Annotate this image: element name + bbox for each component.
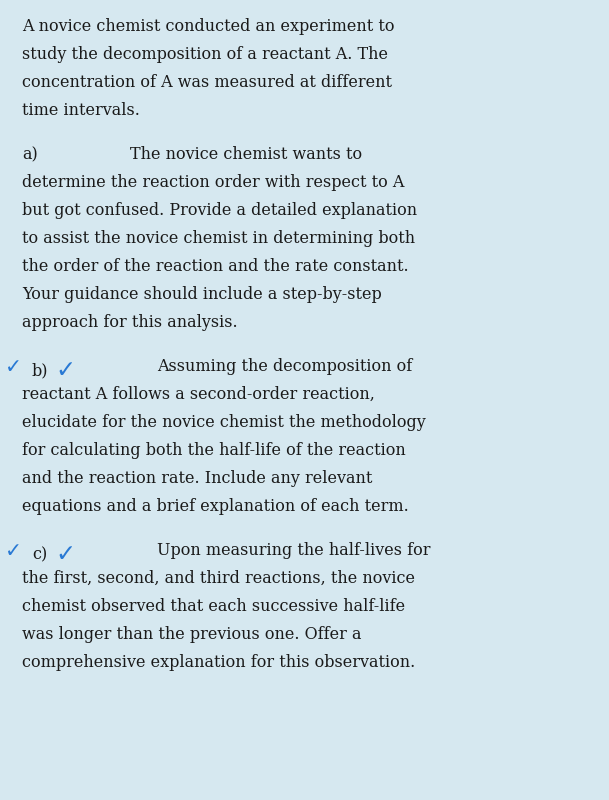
Text: The novice chemist wants to: The novice chemist wants to: [130, 146, 362, 163]
Text: c): c): [32, 546, 48, 563]
Text: reactant A follows a second-order reaction,: reactant A follows a second-order reacti…: [22, 386, 375, 403]
Text: equations and a brief explanation of each term.: equations and a brief explanation of eac…: [22, 498, 409, 515]
Text: time intervals.: time intervals.: [22, 102, 140, 119]
Text: comprehensive explanation for this observation.: comprehensive explanation for this obser…: [22, 654, 415, 671]
Text: study the decomposition of a reactant A. The: study the decomposition of a reactant A.…: [22, 46, 388, 63]
Text: A novice chemist conducted an experiment to: A novice chemist conducted an experiment…: [22, 18, 395, 35]
Text: and the reaction rate. Include any relevant: and the reaction rate. Include any relev…: [22, 470, 372, 487]
Text: ✓: ✓: [5, 358, 22, 377]
Text: to assist the novice chemist in determining both: to assist the novice chemist in determin…: [22, 230, 415, 247]
Text: concentration of A was measured at different: concentration of A was measured at diffe…: [22, 74, 392, 91]
Text: ✓: ✓: [55, 542, 75, 566]
Text: elucidate for the novice chemist the methodology: elucidate for the novice chemist the met…: [22, 414, 426, 431]
Text: for calculating both the half-life of the reaction: for calculating both the half-life of th…: [22, 442, 406, 459]
Text: but got confused. Provide a detailed explanation: but got confused. Provide a detailed exp…: [22, 202, 417, 219]
Text: the order of the reaction and the rate constant.: the order of the reaction and the rate c…: [22, 258, 409, 275]
Text: b): b): [32, 362, 49, 379]
Text: was longer than the previous one. Offer a: was longer than the previous one. Offer …: [22, 626, 362, 643]
Text: the first, second, and third reactions, the novice: the first, second, and third reactions, …: [22, 570, 415, 587]
Text: ✓: ✓: [5, 542, 22, 561]
Text: approach for this analysis.: approach for this analysis.: [22, 314, 238, 331]
Text: Your guidance should include a step-by-step: Your guidance should include a step-by-s…: [22, 286, 382, 303]
Text: Upon measuring the half-lives for: Upon measuring the half-lives for: [157, 542, 431, 559]
Text: Assuming the decomposition of: Assuming the decomposition of: [157, 358, 412, 375]
Text: chemist observed that each successive half-life: chemist observed that each successive ha…: [22, 598, 405, 615]
Text: determine the reaction order with respect to A: determine the reaction order with respec…: [22, 174, 404, 191]
Text: a): a): [22, 146, 38, 163]
Text: ✓: ✓: [55, 358, 75, 382]
